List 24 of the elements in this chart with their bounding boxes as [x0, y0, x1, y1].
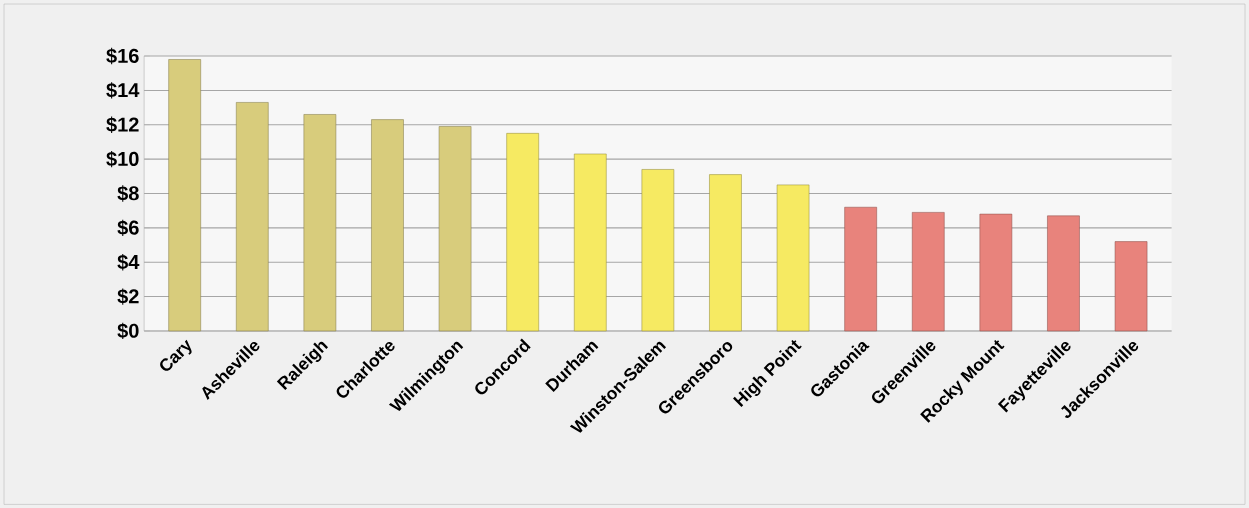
- y-tick-label: $12: [106, 116, 139, 133]
- bar: [709, 174, 742, 331]
- bar: [844, 206, 877, 331]
- bar: [438, 126, 472, 331]
- bar: [911, 211, 945, 331]
- bar: [371, 119, 404, 331]
- y-tick-label: $4: [117, 253, 140, 271]
- bar: [168, 59, 201, 331]
- bar: [641, 168, 675, 331]
- bar: [236, 101, 269, 331]
- bar: [506, 132, 539, 331]
- y-tick-label: $16: [106, 47, 139, 65]
- y-tick-label: $8: [117, 185, 139, 202]
- y-tick-label: $2: [117, 288, 139, 305]
- bar: [776, 184, 810, 331]
- bar: [1047, 215, 1080, 331]
- bar: [573, 153, 607, 331]
- bar: [303, 113, 337, 331]
- bar: [979, 213, 1013, 331]
- bar: [1114, 241, 1148, 331]
- y-tick-label: $14: [106, 82, 140, 99]
- y-tick-label: $0: [117, 322, 139, 339]
- y-tick-label: $10: [106, 150, 139, 168]
- y-tick-label: $6: [117, 219, 139, 236]
